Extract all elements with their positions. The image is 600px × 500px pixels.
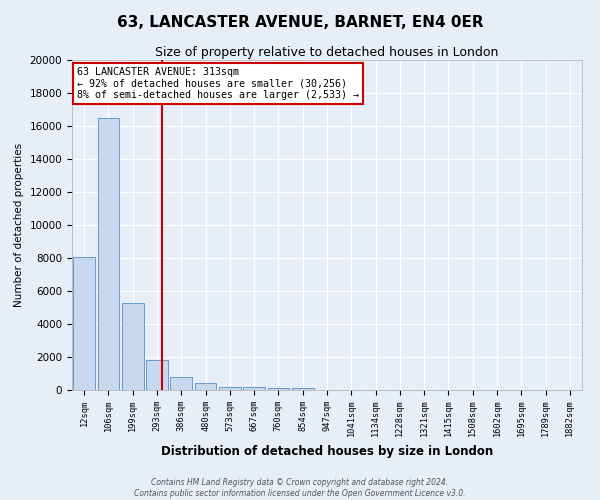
Y-axis label: Number of detached properties: Number of detached properties — [14, 143, 24, 307]
Text: 63 LANCASTER AVENUE: 313sqm
← 92% of detached houses are smaller (30,256)
8% of : 63 LANCASTER AVENUE: 313sqm ← 92% of det… — [77, 66, 359, 100]
Bar — [73, 257, 95, 390]
Bar — [292, 388, 314, 390]
Bar — [194, 384, 217, 390]
Bar — [170, 377, 192, 390]
Title: Size of property relative to detached houses in London: Size of property relative to detached ho… — [155, 46, 499, 59]
Bar — [97, 118, 119, 390]
Text: 63, LANCASTER AVENUE, BARNET, EN4 0ER: 63, LANCASTER AVENUE, BARNET, EN4 0ER — [116, 15, 484, 30]
Text: Contains HM Land Registry data © Crown copyright and database right 2024.
Contai: Contains HM Land Registry data © Crown c… — [134, 478, 466, 498]
Bar — [219, 386, 241, 390]
Bar — [146, 360, 168, 390]
Bar — [268, 388, 289, 390]
X-axis label: Distribution of detached houses by size in London: Distribution of detached houses by size … — [161, 445, 493, 458]
Bar — [243, 387, 265, 390]
Bar — [122, 302, 143, 390]
